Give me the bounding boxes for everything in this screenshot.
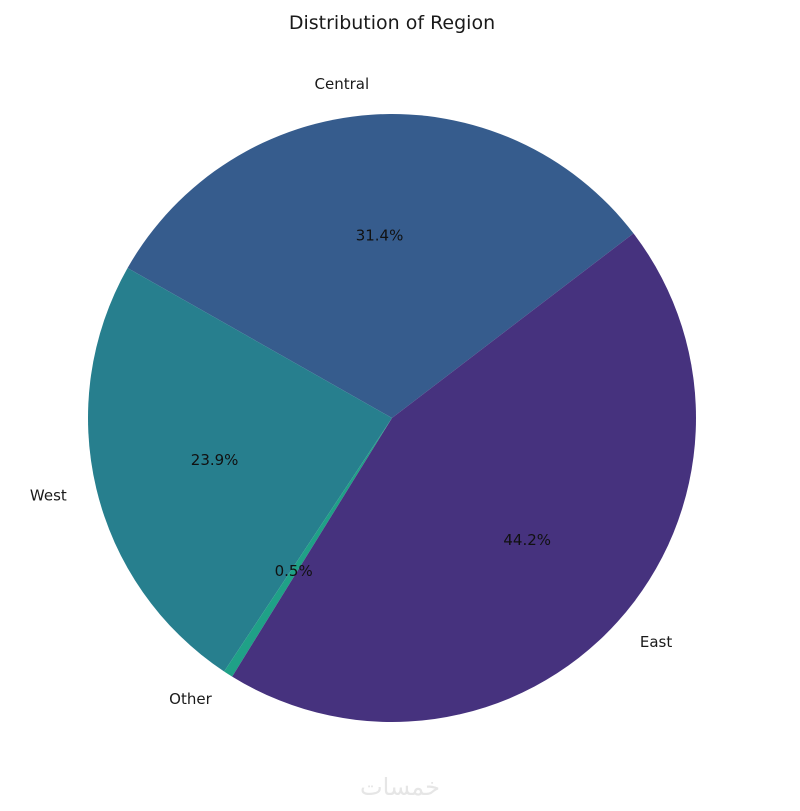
pct-label-west: 23.9% (191, 451, 239, 469)
pie-labels: Central 31.4% West 23.9% Other 0.5% East 44.2% (30, 75, 672, 708)
slice-label-east: East (640, 633, 672, 651)
chart-title: Distribution of Region (289, 12, 495, 34)
pie-slices (88, 113, 697, 723)
pct-label-other: 0.5% (275, 562, 313, 580)
slice-label-west: West (30, 486, 67, 504)
slice-east (232, 233, 697, 723)
slice-central (127, 113, 634, 418)
watermark-text: خمسات (360, 773, 440, 801)
slice-label-other: Other (169, 690, 212, 708)
pct-label-east: 44.2% (503, 531, 551, 549)
slice-label-central: Central (315, 75, 370, 93)
slice-other (224, 418, 392, 677)
pct-label-central: 31.4% (356, 227, 404, 245)
slice-west (88, 268, 393, 672)
